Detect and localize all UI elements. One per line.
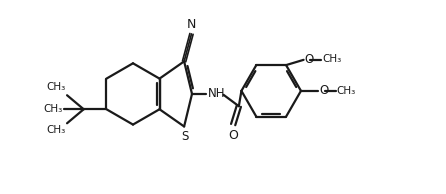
Text: S: S: [182, 130, 189, 143]
Text: CH₃: CH₃: [337, 86, 356, 96]
Text: NH: NH: [208, 87, 226, 100]
Text: O: O: [228, 129, 238, 142]
Text: O: O: [305, 53, 314, 66]
Text: CH₃: CH₃: [46, 82, 65, 92]
Text: CH₃: CH₃: [43, 104, 62, 114]
Text: CH₃: CH₃: [46, 126, 65, 135]
Text: O: O: [319, 84, 329, 97]
Text: N: N: [187, 18, 197, 31]
Text: CH₃: CH₃: [322, 54, 341, 64]
